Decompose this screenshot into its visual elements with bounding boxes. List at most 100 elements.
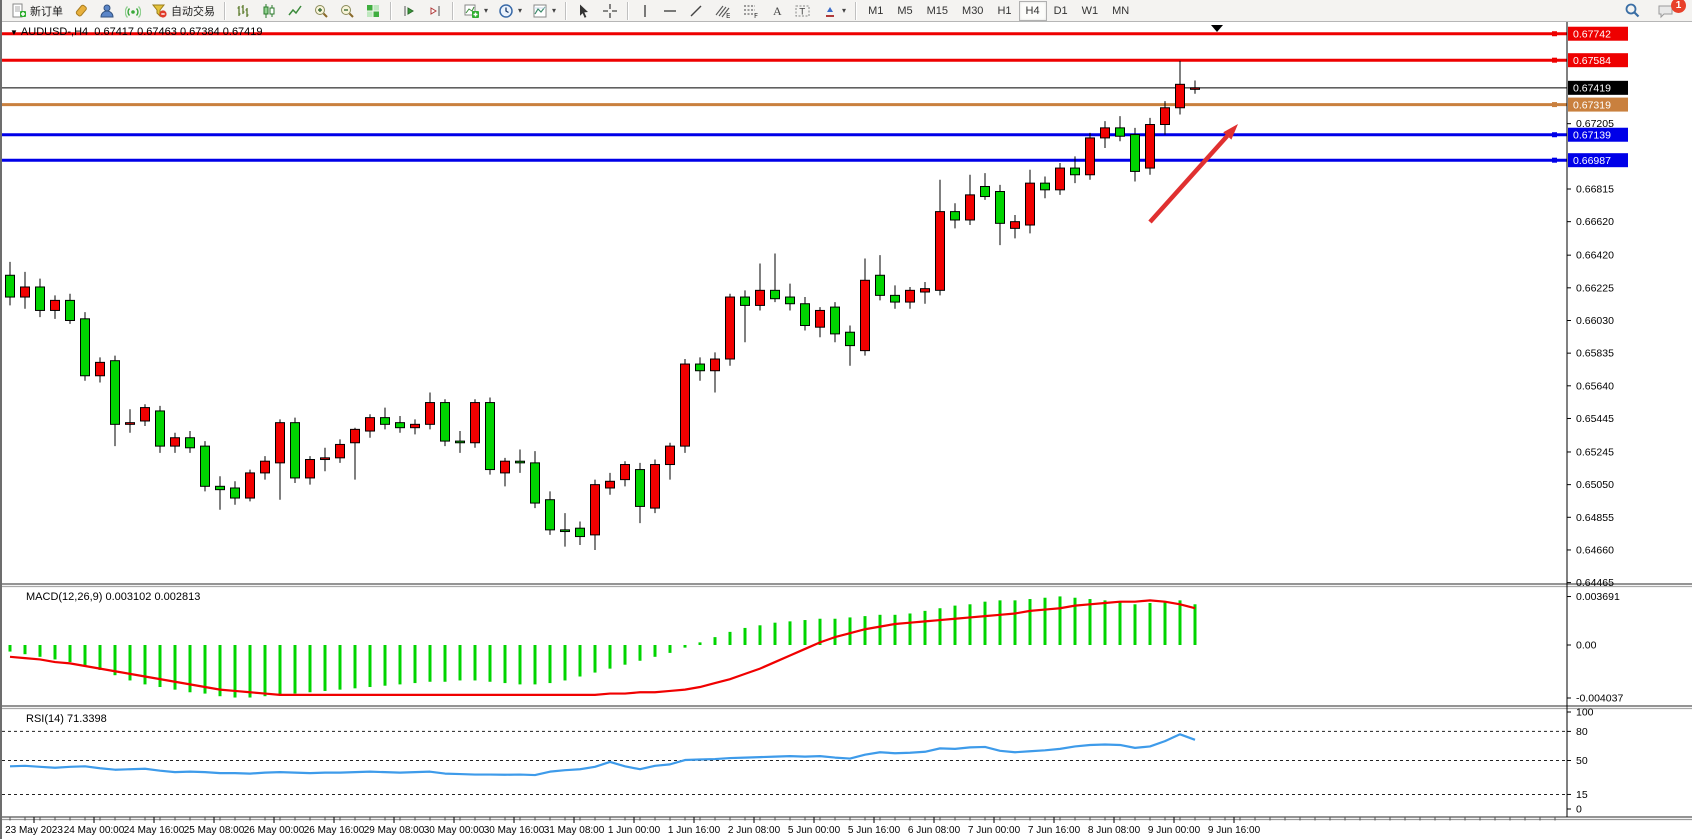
crosshair-button[interactable] [597,1,623,21]
time-axis-label: 31 May 08:00 [544,825,605,836]
dropdown-caret: ▾ [842,6,847,15]
candle-body [80,318,90,377]
timeframe-h1[interactable]: H1 [990,1,1018,21]
rsi-tick-label: 80 [1576,726,1588,738]
zoom-in-button[interactable] [308,1,334,21]
candle-body [980,185,990,198]
time-axis-label: 23 May 2023 [5,825,63,836]
fibonacci-button[interactable]: F [737,1,765,21]
candle-body [260,460,270,474]
bar-chart-button[interactable] [230,1,256,21]
candle-body [845,331,855,347]
resistance-line-tag [1568,26,1628,41]
notifications-button[interactable]: 1 [1652,0,1686,21]
autotrading-button[interactable]: 自动交易 [146,1,220,21]
macd-histogram-bar [353,645,357,689]
candlestick-chart-button[interactable] [256,1,282,21]
candle-body [215,485,225,491]
vertical-line-button[interactable] [633,1,657,21]
macd-histogram-bar [203,645,207,694]
macd-histogram-bar [1118,601,1122,645]
text-button[interactable]: A [765,1,789,21]
trend-arrow-annotation[interactable] [1148,134,1229,224]
line-handle[interactable] [1552,31,1557,37]
indicators-button[interactable]: ▾ [458,1,493,21]
toolbar-separator [224,1,226,20]
time-axis-label: 9 Jun 16:00 [1208,825,1261,836]
candle-body [365,417,375,432]
styler-button[interactable] [68,1,94,21]
resistance-line-tag [1568,53,1628,68]
macd-histogram-bar [983,601,987,645]
macd-histogram-bar [128,645,132,681]
fibonacci-icon: F [742,3,760,19]
line-handle[interactable] [1552,57,1557,63]
cursor-button[interactable] [571,1,597,21]
line-handle[interactable] [1552,157,1557,163]
macd-histogram-bar [188,645,192,693]
current-price-tag-value: 0.67419 [1573,83,1611,95]
candle-body [740,296,750,306]
search-button[interactable] [1619,1,1646,21]
macd-histogram-bar [398,645,402,685]
timeframe-m1[interactable]: M1 [861,1,890,21]
crayon-icon [73,3,89,19]
macd-histogram-bar [263,645,267,697]
new-order-button[interactable]: 新订单 [6,1,68,21]
timeframe-h4[interactable]: H4 [1018,0,1047,21]
timeframe-d1[interactable]: D1 [1047,1,1075,21]
horizontal-line-button[interactable] [657,1,683,21]
macd-histogram-bar [473,645,477,681]
candle-body [155,410,165,447]
trendline-button[interactable] [683,1,709,21]
signals-button[interactable] [120,1,146,21]
timeframe-m15[interactable]: M15 [920,1,955,21]
periods-button[interactable]: ▾ [493,1,527,21]
bar-shift-marker-icon [1211,25,1223,32]
toolbar-separator [565,1,568,20]
horizontal-line-icon [662,3,678,19]
tile-windows-button[interactable] [360,1,386,21]
macd-histogram-bar [338,645,342,690]
auto-scroll-button[interactable] [422,1,448,21]
candle-body [695,363,705,372]
macd-histogram-bar [743,627,747,645]
chart-window[interactable]: 0.67205 0.66815 0.66620 0.66420 0.66225 0.660… [2,22,1692,839]
timeframe-mn[interactable]: MN [1105,1,1136,21]
time-axis-label: 7 Jun 16:00 [1028,825,1081,836]
equidistant-channel-button[interactable]: E [709,1,737,21]
candle-body [1100,127,1110,139]
time-axis-label: 1 Jun 00:00 [608,825,661,836]
templates-button[interactable]: ▾ [527,1,561,21]
arrows-icon [822,3,838,19]
timeframe-m30[interactable]: M30 [955,1,990,21]
line-handle[interactable] [1552,132,1557,138]
text-label-button[interactable]: T [789,1,817,21]
macd-histogram-bar [623,645,627,665]
candle-body [140,407,150,422]
level-line-tag [1568,97,1628,112]
macd-histogram-bar [548,645,552,684]
profiles-button[interactable] [94,1,120,21]
zoom-out-button[interactable] [334,1,360,21]
arrows-button[interactable]: ▾ [817,1,851,21]
price-chart[interactable]: 0.67205 0.66815 0.66620 0.66420 0.66225 0.660… [2,22,1692,839]
timeframe-w1[interactable]: W1 [1075,1,1106,21]
candle-body [380,417,390,425]
candle-body [620,464,630,481]
rsi-line [9,733,1196,777]
price-tick-label: 0.66620 [1576,216,1614,228]
candle-body [290,422,300,479]
macd-histogram-bar [443,645,447,682]
macd-histogram-bar [518,645,522,685]
template-icon [532,3,548,19]
chart-shift-button[interactable] [396,1,422,21]
line-handle[interactable] [1552,102,1557,108]
timeframe-m5[interactable]: M5 [890,1,919,21]
bar-chart-icon [235,3,251,19]
price-tick-label: 0.66420 [1576,250,1614,262]
candle-body [650,464,660,509]
time-axis-label: 24 May 00:00 [64,825,125,836]
macd-histogram-bar [563,645,567,681]
line-chart-button[interactable] [282,1,308,21]
